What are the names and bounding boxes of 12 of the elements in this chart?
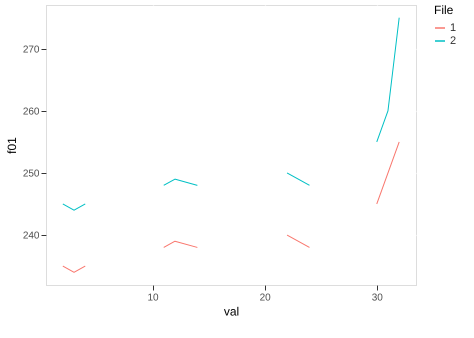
x-axis-title: val	[224, 304, 240, 318]
legend-title: File	[434, 3, 454, 17]
legend-label: 1	[450, 22, 456, 34]
legend-label: 2	[450, 35, 456, 47]
y-tick-label: 250	[22, 168, 40, 180]
x-tick-label: 10	[147, 292, 160, 304]
y-tick-label: 240	[22, 230, 40, 242]
y-tick-label: 260	[22, 106, 40, 118]
x-tick-label: 20	[260, 292, 272, 304]
y-tick-label: 270	[22, 44, 40, 56]
y-axis-title: f01	[4, 136, 19, 154]
x-tick-label: 30	[372, 292, 384, 304]
